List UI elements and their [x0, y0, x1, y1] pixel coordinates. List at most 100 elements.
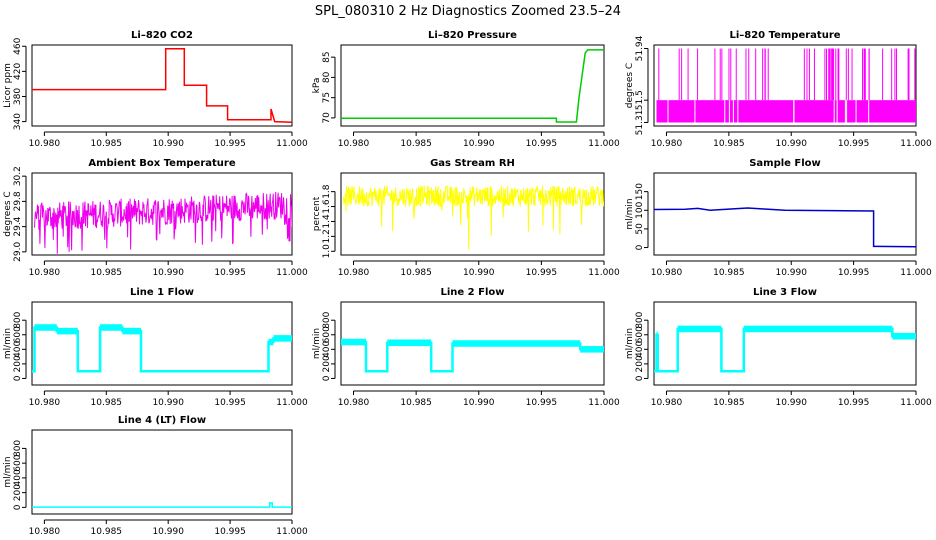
series-line: [343, 185, 604, 250]
x-tick-label: 10.990: [463, 139, 495, 149]
series-line: [32, 502, 292, 508]
y-tick-label: 51.5: [635, 90, 645, 110]
panel-7: Line 1 Flow ml/min 10.980 10.985 10.990 10.99…: [3, 287, 308, 408]
x-tick-label: 10.985: [713, 268, 745, 278]
y-tick-label: 200: [13, 355, 23, 372]
x-tick-label: 10.995: [838, 398, 870, 408]
plot-frame: [31, 429, 293, 515]
x-tick-label: 10.990: [152, 268, 184, 278]
x-tick-label: 10.990: [775, 398, 807, 408]
x-tick-label: 10.985: [400, 139, 432, 149]
series-line: [654, 207, 916, 248]
x-tick-label: 10.980: [338, 139, 370, 149]
y-tick-label: 200: [13, 484, 23, 501]
series-noise-band: [387, 339, 432, 347]
y-tick-label: 85: [322, 51, 332, 62]
y-axis-label: ml/min: [3, 456, 13, 487]
panel-title: Line 3 Flow: [753, 287, 817, 298]
panel-title: Li–820 Temperature: [729, 30, 840, 41]
panel-5: Gas Stream RH percent 10.980 10.985 10.990 10…: [312, 158, 620, 278]
y-tick-label: 0: [322, 375, 332, 381]
data-layer: [341, 338, 604, 373]
y-tick-label: 200: [635, 355, 645, 372]
y-tick-label: 1.0: [322, 244, 332, 259]
x-tick-label: 10.990: [152, 398, 184, 408]
series-line: [654, 327, 916, 373]
series-line: [32, 48, 292, 123]
y-tick-label: 1.6: [322, 199, 332, 214]
y-tick-label: 70: [322, 112, 332, 124]
y-tick-label: 800: [322, 311, 332, 328]
data-layer: [34, 191, 292, 254]
data-layer: [32, 48, 292, 123]
series-noise-band: [268, 338, 274, 346]
panel-3: Li–820 Temperature degrees C 10.980 10.985 1…: [625, 30, 932, 149]
x-tick-label: 10.990: [775, 268, 807, 278]
panel-title: Line 4 (LT) Flow: [118, 415, 206, 426]
y-tick-label: 1.2: [322, 229, 332, 243]
y-tick-label: 29.4: [13, 216, 23, 236]
x-tick-label: 10.980: [29, 398, 61, 408]
y-tick-label: 400: [635, 340, 645, 357]
x-tick-label: 10.995: [214, 398, 246, 408]
x-tick-label: 10.995: [214, 139, 246, 149]
y-tick-label: 51.31: [635, 110, 645, 136]
series-noise-band: [892, 332, 916, 340]
panel-9: Line 3 Flow ml/min 10.980 10.985 10.990 10.99…: [625, 287, 932, 408]
y-tick-label: 1.4: [322, 214, 332, 229]
panel-1: Li–820 CO2 Licor ppm 10.980 10.985 10.990 10.…: [3, 30, 308, 149]
panel-4: Ambient Box Temperature degrees C 10.980 10…: [3, 158, 308, 278]
x-tick-label: 10.985: [400, 398, 432, 408]
x-tick-label: 10.990: [152, 527, 184, 537]
x-tick-label: 11.000: [276, 398, 308, 408]
x-tick-label: 11.000: [900, 398, 932, 408]
panel-title: Ambient Box Temperature: [88, 158, 235, 169]
y-axis-label: ml/min: [625, 198, 635, 229]
series-noise-band: [100, 324, 123, 331]
y-tick-label: 29.0: [13, 242, 23, 262]
y-tick-label: 30.2: [13, 166, 23, 186]
series-noise-band: [122, 327, 141, 335]
panel-title: Li–820 CO2: [131, 30, 193, 41]
y-tick-label: 340: [13, 113, 23, 130]
y-axis-label: kPa: [312, 78, 322, 94]
x-tick-label: 10.980: [29, 527, 61, 537]
series-noise-band: [677, 325, 722, 333]
x-tick-label: 10.980: [29, 268, 61, 278]
y-tick-label: 0: [635, 375, 645, 381]
data-layer: [654, 325, 916, 373]
panel-title: Sample Flow: [749, 158, 821, 169]
y-tick-label: 800: [13, 440, 23, 457]
x-tick-label: 10.985: [91, 268, 123, 278]
y-tick-label: 0: [635, 244, 645, 250]
panel-8: Line 2 Flow ml/min 10.980 10.985 10.990 10.99…: [312, 287, 620, 408]
data-layer: [32, 324, 292, 373]
x-tick-label: 10.985: [91, 527, 123, 537]
x-tick-label: 10.985: [91, 139, 123, 149]
y-tick-label: 420: [13, 63, 23, 80]
x-tick-label: 11.000: [900, 139, 932, 149]
y-tick-label: 80: [322, 71, 332, 83]
x-tick-label: 10.995: [526, 268, 558, 278]
x-tick-label: 10.990: [463, 398, 495, 408]
panel-10: Line 4 (LT) Flow ml/min 10.980 10.985 10.990…: [3, 415, 308, 537]
x-tick-label: 10.985: [713, 398, 745, 408]
y-tick-label: 29.8: [13, 191, 23, 211]
x-tick-label: 10.980: [29, 139, 61, 149]
x-tick-label: 10.980: [651, 139, 683, 149]
series-noise-band: [656, 331, 658, 339]
plot-frame: [31, 301, 293, 386]
y-tick-label: 600: [635, 326, 645, 343]
x-tick-label: 10.995: [526, 398, 558, 408]
y-tick-label: 75: [322, 92, 332, 103]
y-tick-label: 600: [13, 326, 23, 343]
x-tick-label: 10.980: [651, 268, 683, 278]
series-noise-band: [452, 340, 581, 347]
plot-frame: [653, 44, 917, 127]
panel-title: Line 1 Flow: [130, 287, 194, 298]
y-tick-label: 380: [13, 88, 23, 105]
x-tick-label: 11.000: [588, 139, 620, 149]
x-tick-label: 10.990: [463, 268, 495, 278]
